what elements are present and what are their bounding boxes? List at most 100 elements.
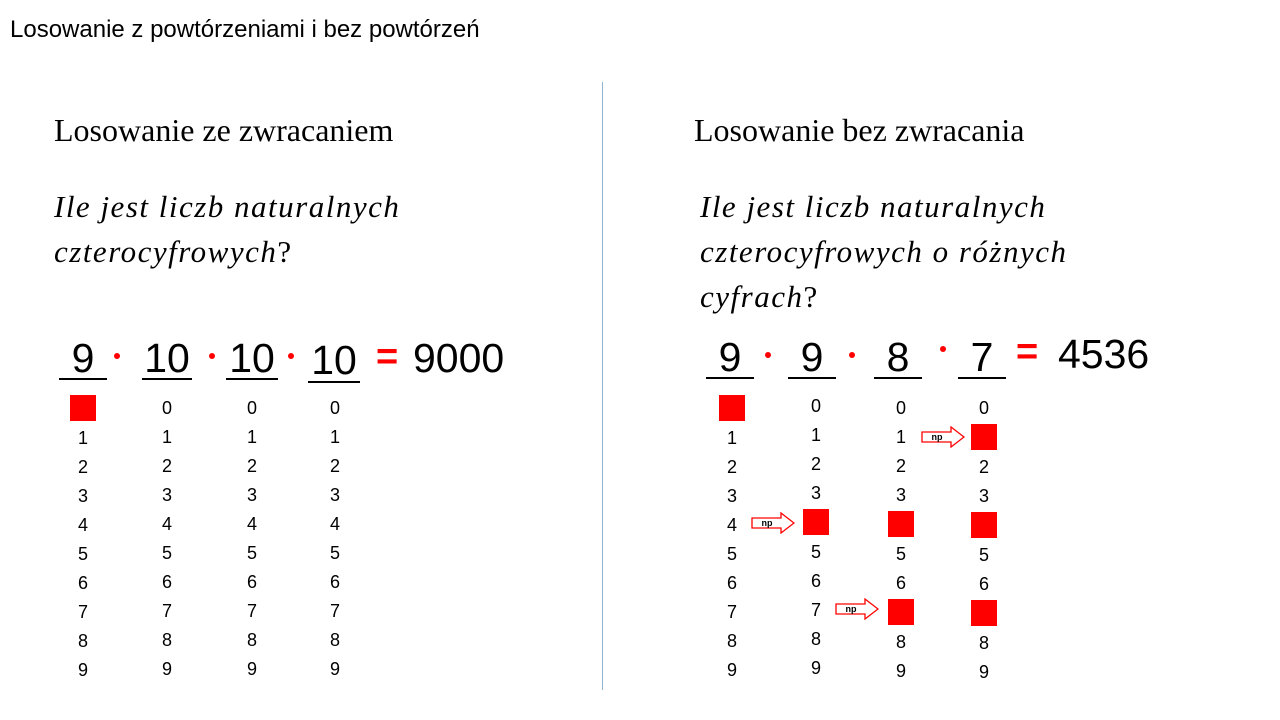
left-digit-column-1: 1 2 3 4 5 6 7 8 9 — [63, 394, 103, 685]
right-multiply-dot-2 — [849, 352, 855, 358]
digit: 0 — [246, 398, 257, 418]
digit: 7 — [161, 601, 172, 621]
digit: 9 — [726, 660, 737, 680]
left-factor-3: 10 — [229, 335, 275, 381]
digit: 7 — [726, 602, 737, 622]
digit: 0 — [329, 398, 340, 418]
digit: 9 — [329, 659, 340, 679]
digit: 8 — [329, 630, 340, 650]
excluded-digit-marker — [881, 599, 921, 628]
digit: 5 — [77, 544, 88, 564]
right-equals-sign: = — [1016, 331, 1039, 373]
digit: 2 — [161, 456, 172, 476]
left-factor-2: 10 — [144, 335, 190, 381]
red-square-icon — [803, 509, 829, 535]
right-digit-column-4: 0 2 3 5 6 8 9 — [964, 394, 1004, 687]
digit: 6 — [246, 572, 257, 592]
digit: 0 — [161, 398, 172, 418]
np-arrow-icon: np — [835, 598, 879, 620]
red-square-icon — [70, 395, 96, 421]
left-multiply-dot-1 — [114, 353, 120, 359]
digit: 5 — [329, 543, 340, 563]
digit: 8 — [77, 631, 88, 651]
left-factor-4-underline — [308, 381, 360, 383]
excluded-digit-marker — [964, 424, 1004, 453]
digit: 5 — [726, 544, 737, 564]
digit: 0 — [895, 398, 906, 418]
right-factor-3: 8 — [886, 334, 910, 380]
digit: 5 — [895, 544, 906, 564]
red-square-icon — [888, 511, 914, 537]
excluded-digit-marker — [964, 600, 1004, 629]
right-factor-4: 7 — [970, 334, 994, 380]
red-square-icon — [971, 424, 997, 450]
digit: 3 — [77, 486, 88, 506]
digit: 1 — [810, 425, 821, 445]
digit: 8 — [246, 630, 257, 650]
digit: 5 — [810, 542, 821, 562]
right-factor-4-underline — [958, 377, 1006, 379]
right-multiply-dot-3 — [940, 346, 946, 352]
digit: 4 — [246, 514, 257, 534]
digit: 0 — [810, 396, 821, 416]
excluded-digit-marker — [881, 511, 921, 540]
digit: 1 — [77, 428, 88, 448]
digit: 9 — [161, 659, 172, 679]
digit: 4 — [726, 515, 737, 535]
digit: 9 — [77, 660, 88, 680]
left-result: 9000 — [413, 335, 505, 381]
excluded-digit-marker — [796, 509, 836, 538]
left-digit-column-2: 0 1 2 3 4 5 6 7 8 9 — [147, 394, 187, 684]
digit: 2 — [77, 457, 88, 477]
right-heading: Losowanie bez zwracania — [694, 112, 1025, 148]
digit: 1 — [895, 427, 906, 447]
np-arrow-label: np — [762, 518, 773, 528]
digit: 3 — [329, 485, 340, 505]
digit: 6 — [895, 573, 906, 593]
digit: 4 — [329, 514, 340, 534]
digit: 7 — [810, 600, 821, 620]
digit: 4 — [161, 514, 172, 534]
left-question-line-1: Ile jest liczb naturalnych — [54, 189, 401, 224]
digit: 1 — [161, 427, 172, 447]
digit: 8 — [810, 629, 821, 649]
digit: 7 — [329, 601, 340, 621]
right-question-mark: ? — [803, 279, 819, 314]
slide-title: Losowanie z powtórzeniami i bez powtórze… — [10, 16, 480, 43]
right-factor-2: 9 — [800, 334, 824, 380]
excluded-digit-marker — [964, 512, 1004, 541]
digit: 3 — [726, 486, 737, 506]
digit: 9 — [810, 658, 821, 678]
digit: 5 — [978, 545, 989, 565]
digit: 4 — [77, 515, 88, 535]
digit: 2 — [978, 457, 989, 477]
digit: 8 — [895, 632, 906, 652]
right-question-line-3: cyfrach — [700, 279, 804, 314]
digit: 6 — [77, 573, 88, 593]
digit: 5 — [161, 543, 172, 563]
left-question-line-2: czterocyfrowych — [54, 234, 278, 269]
red-square-icon — [888, 599, 914, 625]
digit: 6 — [978, 574, 989, 594]
left-digit-column-4: 0 1 2 3 4 5 6 7 8 9 — [315, 394, 355, 684]
red-square-icon — [971, 512, 997, 538]
digit: 9 — [895, 661, 906, 681]
digit: 3 — [810, 483, 821, 503]
digit: 2 — [726, 457, 737, 477]
digit: 3 — [978, 486, 989, 506]
right-digit-column-3: 0 1 2 3 5 6 8 9 — [881, 394, 921, 686]
digit: 1 — [726, 428, 737, 448]
digit: 2 — [329, 456, 340, 476]
right-question-line-1: Ile jest liczb naturalnych — [700, 189, 1047, 224]
left-multiply-dot-3 — [288, 353, 294, 359]
np-arrow-icon: np — [921, 426, 965, 448]
np-arrow-label: np — [846, 604, 857, 614]
digit: 3 — [246, 485, 257, 505]
digit: 1 — [246, 427, 257, 447]
digit: 7 — [246, 601, 257, 621]
left-question: Ile jest liczb naturalnych czterocyfrowy… — [54, 184, 400, 274]
left-equals-sign: = — [376, 336, 399, 378]
digit: 7 — [77, 602, 88, 622]
red-square-icon — [971, 600, 997, 626]
left-factor-2-underline — [142, 378, 192, 380]
